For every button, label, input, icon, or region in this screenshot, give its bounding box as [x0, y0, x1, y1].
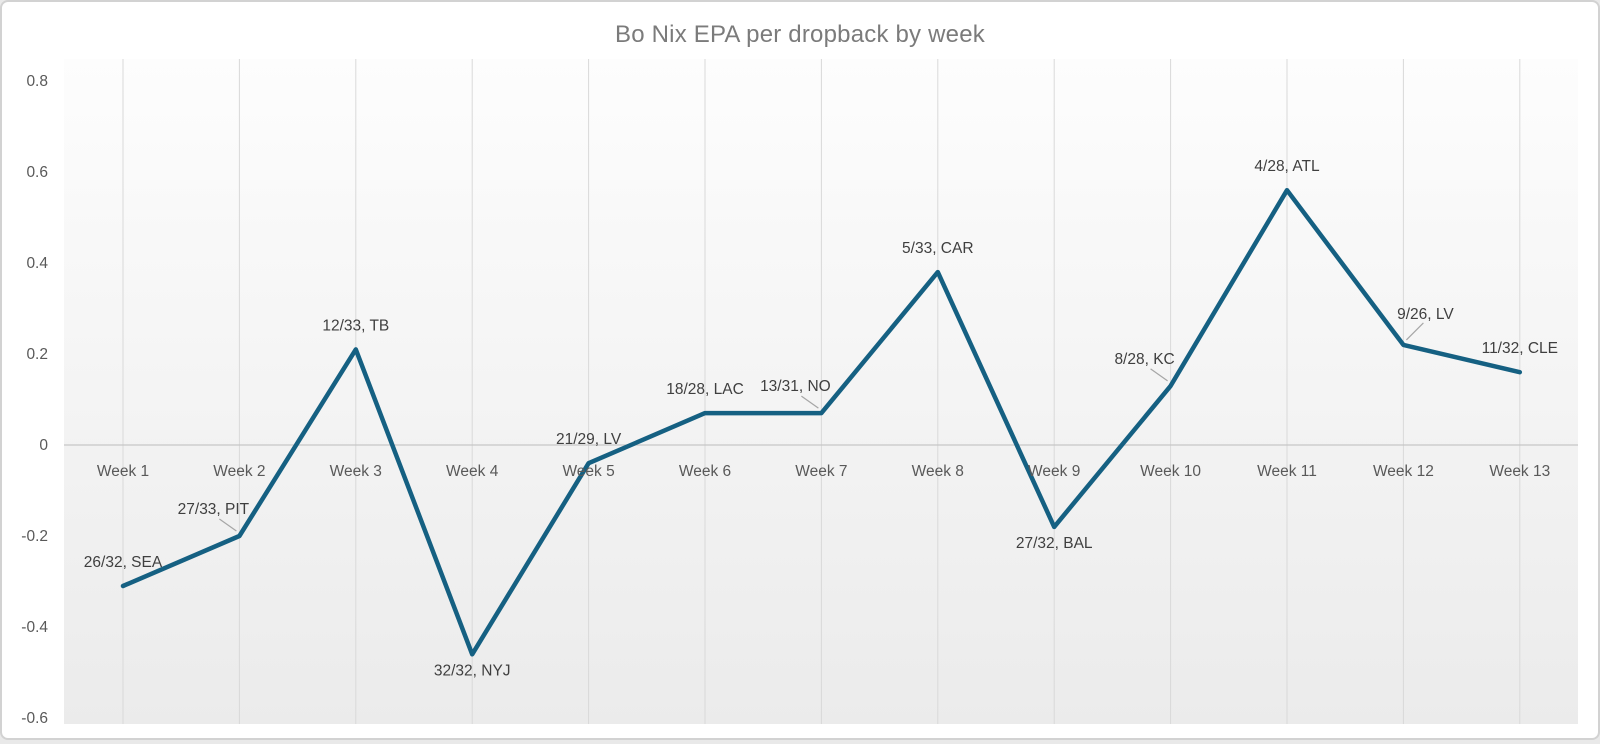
x-tick-label: Week 4: [446, 463, 499, 480]
y-tick-label: 0.8: [26, 73, 48, 90]
data-point-label: 27/32, BAL: [1016, 535, 1093, 552]
x-tick-label: Week 12: [1373, 463, 1434, 480]
data-point-label: 21/29, LV: [556, 431, 622, 448]
y-tick-label: -0.4: [21, 619, 48, 636]
data-point-label: 4/28, ATL: [1254, 158, 1320, 175]
x-tick-label: Week 6: [679, 463, 731, 480]
leader-line: [219, 518, 237, 532]
gridlines-group: [122, 59, 1521, 724]
x-axis-labels-group: Week 1 Week 2 Week 3 Week 4 Week 5 Week 6 Week…: [97, 463, 1550, 480]
leader-line: [1405, 322, 1424, 341]
data-point-label: 8/28, KC: [1114, 351, 1174, 368]
point-labels-group: 26/32, SEA 27/33, PIT 12/33, TB 32/32, NYJ 2…: [84, 158, 1558, 679]
y-axis-labels-group: 0.8 0.6 0.4 0.2 0 -0.2 -0.4 -0.6: [21, 73, 48, 727]
data-point-label: 9/26, LV: [1397, 306, 1454, 323]
x-tick-label: Week 13: [1489, 463, 1550, 480]
data-point-label: 13/31, NO: [760, 378, 831, 395]
x-tick-label: Week 2: [213, 463, 265, 480]
data-point-label: 26/32, SEA: [84, 554, 163, 571]
data-point-label: 5/33, CAR: [902, 240, 974, 257]
series-line: [120, 187, 1523, 657]
leader-line: [1150, 368, 1168, 382]
x-tick-label: Week 3: [330, 463, 382, 480]
leader-lines-group: [219, 322, 1424, 532]
x-tick-label: Week 1: [97, 463, 149, 480]
y-tick-label: 0.6: [26, 164, 48, 181]
x-tick-label: Week 8: [912, 463, 964, 480]
y-tick-label: 0.2: [26, 346, 48, 363]
data-point-label: 12/33, TB: [322, 317, 389, 334]
y-tick-label: -0.6: [21, 710, 48, 727]
x-tick-label: Week 5: [562, 463, 614, 480]
x-tick-label: Week 11: [1257, 463, 1317, 480]
y-tick-label: 0: [39, 437, 48, 454]
data-point-label: 32/32, NYJ: [434, 662, 511, 679]
series-group: [120, 187, 1523, 657]
data-point-label: 18/28, LAC: [666, 381, 744, 398]
data-point-label: 11/32, CLE: [1482, 340, 1558, 357]
x-tick-label: Week 7: [795, 463, 847, 480]
data-point-label: 27/33, PIT: [178, 501, 250, 518]
y-tick-label: 0.4: [26, 255, 48, 272]
y-tick-label: -0.2: [21, 528, 48, 545]
x-tick-label: Week 9: [1028, 463, 1080, 480]
leader-line: [801, 395, 819, 409]
x-tick-label: Week 10: [1140, 463, 1201, 480]
